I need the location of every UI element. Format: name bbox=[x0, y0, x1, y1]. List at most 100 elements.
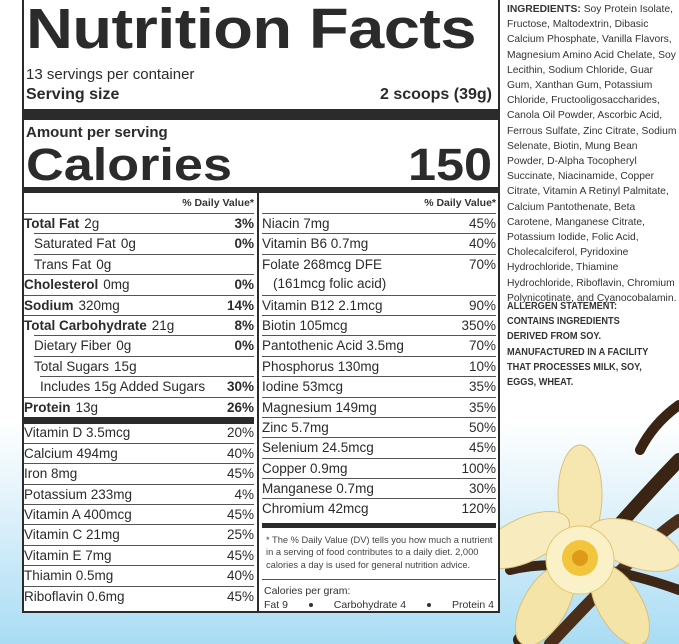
vitamin-label: Vitamin C 21mg bbox=[24, 527, 120, 543]
vitamin-row: Zinc 5.7mg 50% bbox=[262, 416, 496, 437]
medium-rule bbox=[24, 187, 498, 193]
nutrition-label: Nutrition Facts 13 servings per containe… bbox=[22, 0, 500, 613]
calories-per-gram: Calories per gram: Fat 9 Carbohydrate 4 Pro… bbox=[262, 579, 496, 612]
calories-per-gram-item: Fat 9 bbox=[264, 599, 288, 612]
vitamin-row: Pantothenic Acid 3.5mg 70% bbox=[262, 335, 496, 355]
vitamin-label: Vitamin B6 0.7mg bbox=[262, 236, 369, 252]
vitamin-dv: 45% bbox=[226, 466, 254, 482]
vitamin-dv: 40% bbox=[468, 236, 496, 252]
vitamin-dv: 70% bbox=[468, 256, 496, 272]
nutrient-amount: 2g bbox=[84, 216, 100, 231]
vitamin-label: Manganese 0.7mg bbox=[262, 481, 374, 497]
nutrient-name: Saturated Fat bbox=[34, 236, 116, 252]
calories-per-gram-items: Fat 9 Carbohydrate 4 Protein 4 bbox=[264, 598, 496, 612]
vitamin-label: Iodine 53mcg bbox=[262, 379, 344, 395]
vitamin-dv: 50% bbox=[468, 419, 496, 435]
footnote: * The % Daily Value (DV) tells you how m… bbox=[262, 522, 496, 580]
vitamin-dv: 45% bbox=[226, 588, 254, 604]
nutrient-row: Cholesterol 0mg 0% bbox=[24, 274, 254, 294]
vitamin-label: Copper 0.9mg bbox=[262, 460, 348, 476]
dv-header: % Daily Value* bbox=[424, 197, 496, 209]
vitamin-row: Iron 8mg 45% bbox=[24, 463, 254, 483]
vitamin-dv: 20% bbox=[226, 424, 254, 440]
vitamin-dv: 45% bbox=[468, 216, 496, 231]
vitamin-row: Vitamin A 400mcg 45% bbox=[24, 504, 254, 524]
vitamin-dv: 45% bbox=[468, 440, 496, 456]
vitamin-row: Iodine 53mcg 35% bbox=[262, 376, 496, 396]
nutrient-row: Trans Fat 0g bbox=[34, 253, 254, 274]
vitamin-label: Chromium 42mcg bbox=[262, 501, 369, 517]
vitamin-label: Selenium 24.5mcg bbox=[262, 440, 374, 456]
vitamin-dv: 4% bbox=[234, 486, 254, 502]
vitamin-label: Folate 268mcg DFE bbox=[262, 256, 383, 272]
vitamin-row: Calcium 494mg 40% bbox=[24, 442, 254, 463]
vitamin-note: (161mcg folic acid) bbox=[273, 276, 387, 292]
vitamin-label: Vitamin E 7mg bbox=[24, 547, 112, 563]
nutrient-dv: 0% bbox=[234, 338, 254, 354]
serving-size-label: Serving size bbox=[26, 86, 120, 103]
vitamin-row: Vitamin D 3.5mcg 20% bbox=[24, 416, 254, 443]
calories-value: 150 bbox=[407, 139, 492, 190]
vitamin-dv: 35% bbox=[468, 379, 496, 395]
right-column: % Daily Value* Niacin 7mg 45% Vitamin B6 0.… bbox=[262, 193, 496, 612]
vanilla-illustration bbox=[490, 400, 679, 644]
vitamin-dv: 90% bbox=[468, 297, 496, 313]
nutrient-dv: 3% bbox=[234, 216, 254, 231]
vitamin-dv: 100% bbox=[461, 460, 496, 476]
nutrient-row: Total Carbohydrate 21g 8% bbox=[24, 314, 254, 335]
vitamin-row: Copper 0.9mg 100% bbox=[262, 457, 496, 478]
allergen-statement: ALLERGEN STATEMENT: CONTAINS INGREDIENTS… bbox=[507, 301, 649, 389]
nutrient-name: Sodium bbox=[24, 297, 74, 313]
vitamin-label: Vitamin B12 2.1mcg bbox=[262, 297, 383, 313]
vitamin-label: Iron 8mg bbox=[24, 466, 78, 482]
vitamin-label: Magnesium 149mg bbox=[262, 399, 377, 415]
column-divider bbox=[257, 193, 259, 611]
servings: 13 servings per container bbox=[26, 66, 195, 83]
vitamin-dv: 120% bbox=[461, 501, 496, 517]
bullet bbox=[308, 603, 313, 608]
vitamin-row: Selenium 24.5mcg 45% bbox=[262, 437, 496, 457]
label-title: Nutrition Facts bbox=[26, 0, 477, 61]
vitamin-label: Potassium 233mg bbox=[24, 486, 133, 502]
vitamin-dv: 70% bbox=[468, 338, 496, 354]
left-column: % Daily Value* Total Fat 2g 3% Saturated Fat… bbox=[24, 193, 254, 606]
ingredients-label: INGREDIENTS: bbox=[507, 4, 581, 15]
thick-rule bbox=[24, 109, 498, 120]
nutrient-amount: 0g bbox=[116, 338, 132, 354]
vitamin-row: Vitamin C 21mg 25% bbox=[24, 524, 254, 544]
vitamin-dv: 30% bbox=[468, 481, 496, 497]
nutrient-amount: 15g bbox=[114, 358, 137, 374]
vitamin-dv: 350% bbox=[461, 317, 496, 333]
vitamin-row: Riboflavin 0.6mg 45% bbox=[24, 585, 254, 606]
vitamin-label: Phosphorus 130mg bbox=[262, 358, 380, 374]
vitamin-row: Vitamin B6 0.7mg 40% bbox=[262, 233, 496, 253]
vitamin-row: Biotin 105mcg 350% bbox=[262, 314, 496, 335]
nutrient-name: Cholesterol bbox=[24, 277, 99, 293]
calories-per-gram-label: Calories per gram: bbox=[264, 585, 351, 598]
vitamin-label: Biotin 105mcg bbox=[262, 317, 348, 333]
vitamin-label: Zinc 5.7mg bbox=[262, 419, 329, 435]
vitamin-label: Niacin 7mg bbox=[262, 216, 330, 231]
vitamin-dv: 25% bbox=[226, 527, 254, 543]
nutrient-row: Protein 13g 26% bbox=[24, 396, 254, 417]
vitamin-row: Magnesium 149mg 35% bbox=[262, 396, 496, 417]
nutrient-row: Includes 15g Added Sugars 30% bbox=[40, 376, 254, 396]
nutrient-name: Total Carbohydrate bbox=[24, 317, 147, 333]
vitamin-label: Riboflavin 0.6mg bbox=[24, 588, 125, 604]
nutrient-amount: 0mg bbox=[103, 277, 130, 293]
vitamin-dv: 10% bbox=[468, 358, 496, 374]
vitamin-label: Calcium 494mg bbox=[24, 445, 118, 461]
vitamin-row: Chromium 42mcg 120% bbox=[262, 498, 496, 518]
vitamin-dv: 40% bbox=[226, 568, 254, 584]
vitamin-label: Pantothenic Acid 3.5mg bbox=[262, 338, 404, 354]
calories-per-gram-item: Carbohydrate 4 bbox=[333, 599, 407, 612]
nutrient-row: Dietary Fiber 0g 0% bbox=[34, 335, 254, 355]
nutrient-row: Total Fat 2g 3% bbox=[24, 213, 254, 233]
vitamin-row: Potassium 233mg 4% bbox=[24, 483, 254, 504]
vitamin-row: Vitamin E 7mg 45% bbox=[24, 544, 254, 565]
nutrient-name: Trans Fat bbox=[34, 256, 92, 272]
nutrient-dv: 8% bbox=[234, 317, 254, 333]
vitamin-dv: 40% bbox=[226, 445, 254, 461]
nutrient-row: Sodium 320mg 14% bbox=[24, 294, 254, 315]
